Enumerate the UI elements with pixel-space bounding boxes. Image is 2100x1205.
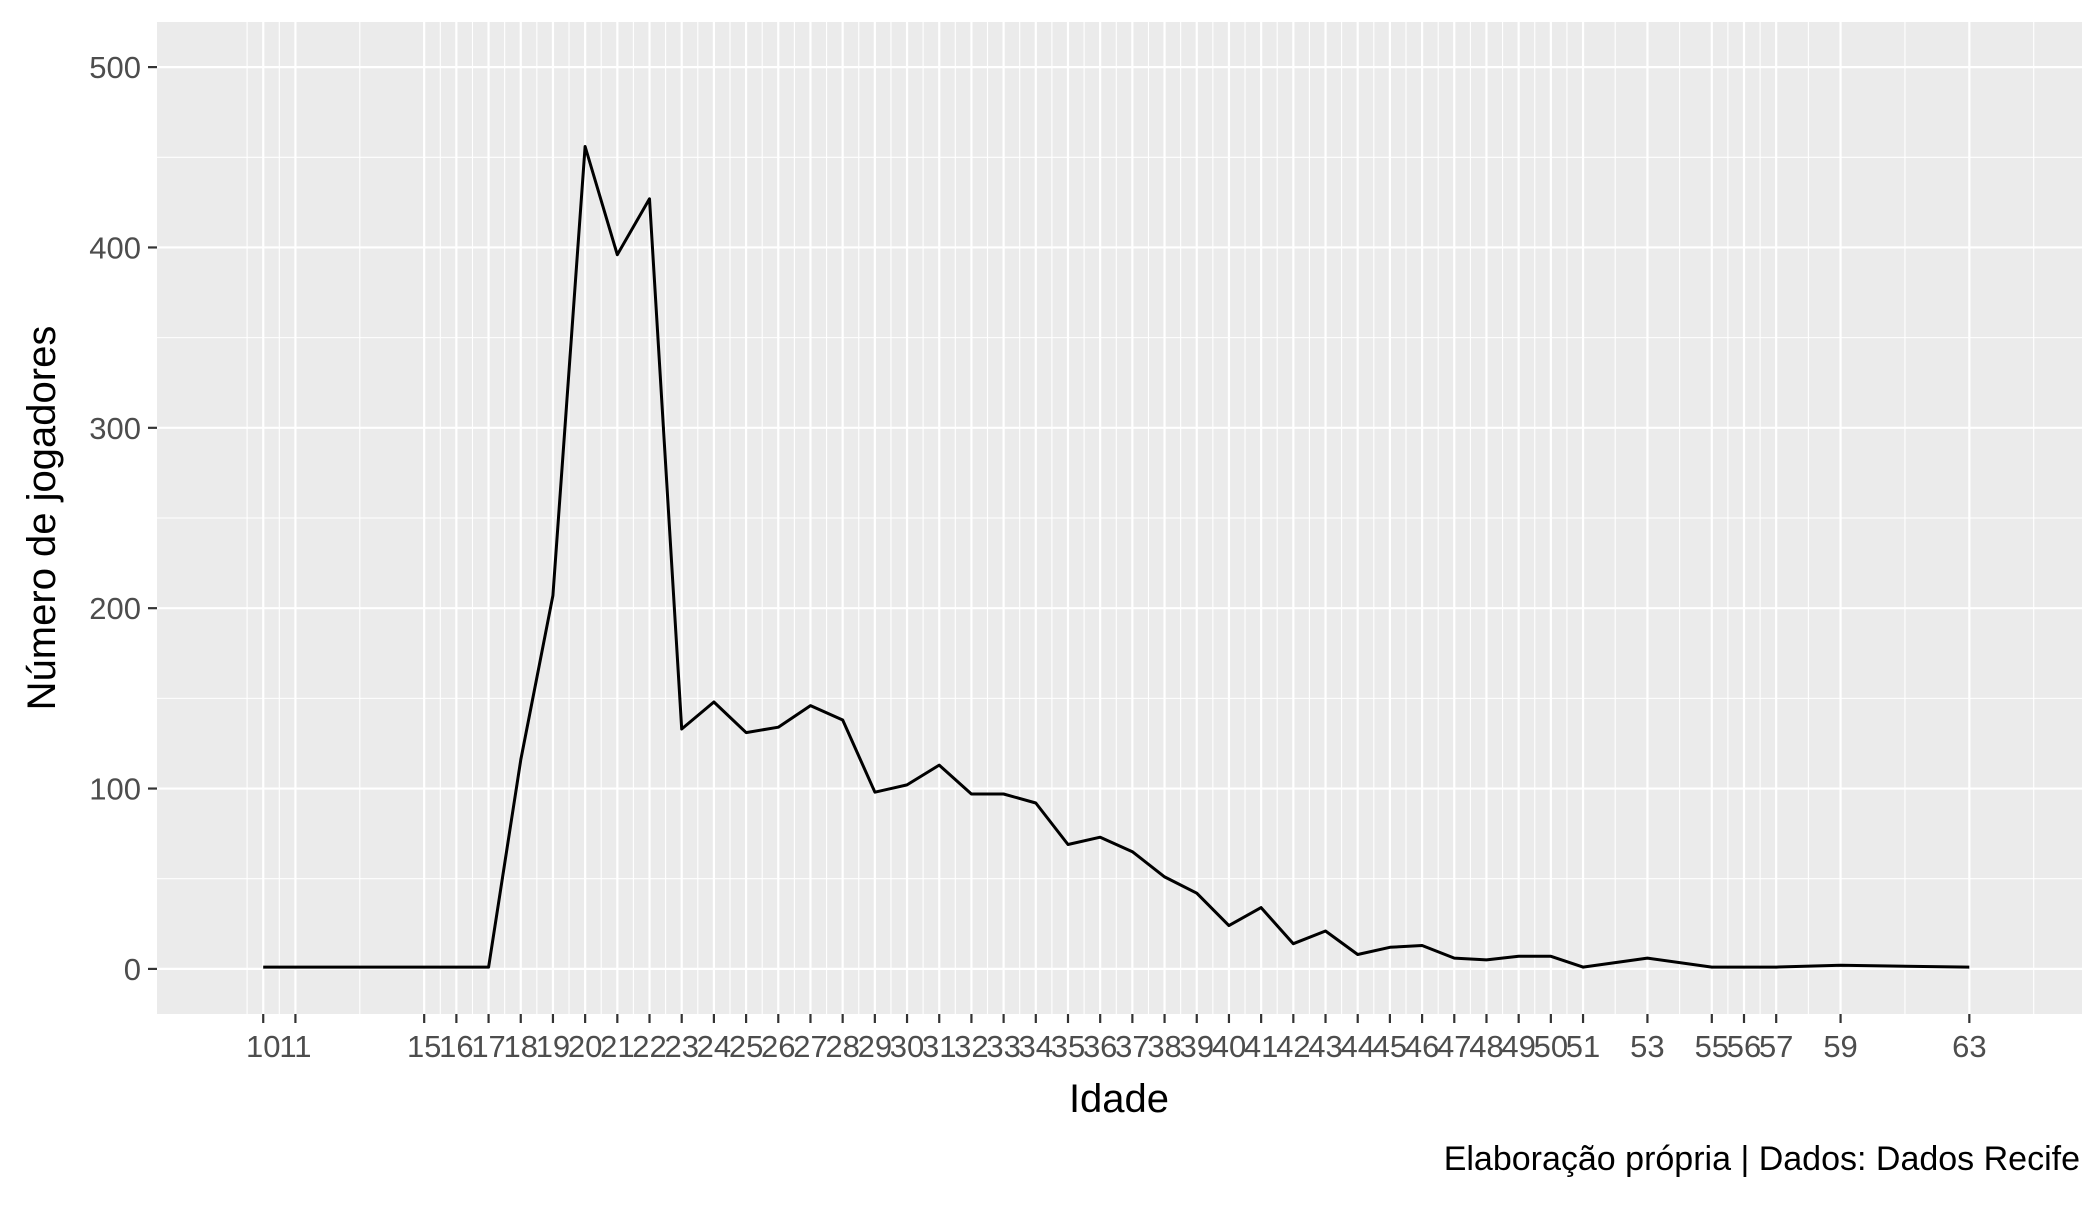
x-tick-label: 53 (1630, 1029, 1664, 1064)
x-tick-label: 51 (1566, 1029, 1600, 1064)
y-tick-label: 400 (89, 230, 141, 265)
x-tick-label: 44 (1340, 1029, 1374, 1064)
x-tick-label: 10 (246, 1029, 280, 1064)
x-tick-label: 27 (793, 1029, 827, 1064)
y-axis-title: Número de jogadores (20, 326, 64, 711)
x-tick-label: 46 (1405, 1029, 1439, 1064)
x-tick-label: 30 (890, 1029, 924, 1064)
x-tick-label: 24 (697, 1029, 731, 1064)
x-tick-label: 56 (1727, 1029, 1761, 1064)
chart-caption: Elaboração própria | Dados: Dados Recife (1444, 1140, 2080, 1178)
x-tick-label: 20 (568, 1029, 602, 1064)
x-tick-label: 63 (1952, 1029, 1986, 1064)
y-axis: 0 100 200 300 400 500 (89, 50, 157, 987)
x-tick-label: 17 (471, 1029, 505, 1064)
grid-lines (157, 22, 2082, 1014)
series-layer (263, 145, 1970, 969)
x-tick-label: 22 (632, 1029, 666, 1064)
y-tick-label: 0 (124, 952, 141, 987)
x-tick-label: 16 (439, 1029, 473, 1064)
x-tick-label: 19 (536, 1029, 570, 1064)
x-tick-label: 26 (761, 1029, 795, 1064)
x-tick-label: 42 (1276, 1029, 1310, 1064)
y-tick-label: 100 (89, 772, 141, 807)
x-tick-label: 59 (1823, 1029, 1857, 1064)
x-tick-label: 39 (1180, 1029, 1214, 1064)
x-tick-label: 36 (1083, 1029, 1117, 1064)
x-tick-label: 18 (504, 1029, 538, 1064)
x-tick-label: 33 (986, 1029, 1020, 1064)
x-tick-label: 15 (407, 1029, 441, 1064)
x-tick-label: 50 (1534, 1029, 1568, 1064)
x-tick-label: 32 (954, 1029, 988, 1064)
x-tick-label: 57 (1759, 1029, 1793, 1064)
x-tick-label: 41 (1244, 1029, 1278, 1064)
y-tick-label: 300 (89, 411, 141, 446)
x-tick-label: 23 (664, 1029, 698, 1064)
x-tick-label: 11 (279, 1029, 311, 1064)
x-tick-label: 29 (858, 1029, 892, 1064)
x-tick-label: 48 (1469, 1029, 1503, 1064)
x-tick-label: 38 (1147, 1029, 1181, 1064)
x-tick-label: 40 (1212, 1029, 1246, 1064)
x-tick-label: 34 (1019, 1029, 1053, 1064)
y-tick-label: 200 (89, 591, 141, 626)
x-tick-label: 35 (1051, 1029, 1085, 1064)
x-tick-label: 47 (1437, 1029, 1471, 1064)
x-axis-title: Idade (1069, 1077, 1169, 1121)
series-line-0 (263, 145, 1970, 969)
x-tick-label: 25 (729, 1029, 763, 1064)
x-tick-label: 55 (1695, 1029, 1729, 1064)
x-tick-label: 45 (1373, 1029, 1407, 1064)
y-tick-label: 500 (89, 50, 141, 85)
x-tick-label: 43 (1308, 1029, 1342, 1064)
x-tick-label: 21 (600, 1029, 634, 1064)
x-tick-label: 28 (825, 1029, 859, 1064)
x-tick-label: 37 (1115, 1029, 1149, 1064)
x-tick-label: 49 (1501, 1029, 1535, 1064)
x-tick-label: 31 (922, 1029, 956, 1064)
